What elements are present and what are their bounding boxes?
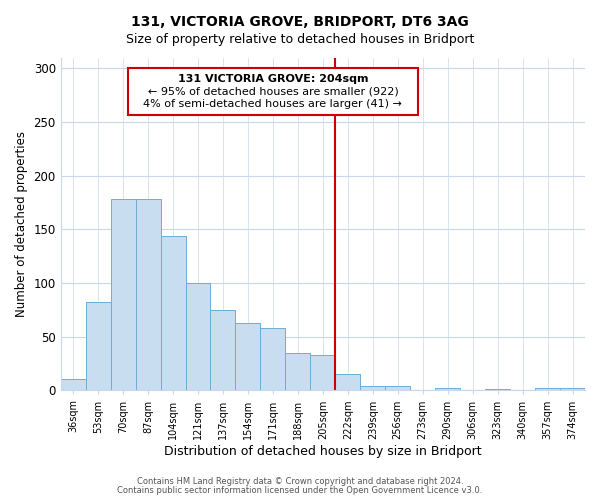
Text: 131 VICTORIA GROVE: 204sqm: 131 VICTORIA GROVE: 204sqm [178, 74, 368, 84]
X-axis label: Distribution of detached houses by size in Bridport: Distribution of detached houses by size … [164, 444, 482, 458]
Y-axis label: Number of detached properties: Number of detached properties [15, 131, 28, 317]
Text: 4% of semi-detached houses are larger (41) →: 4% of semi-detached houses are larger (4… [143, 100, 403, 110]
Bar [211, 310, 235, 390]
Bar [310, 355, 335, 390]
Bar [435, 388, 460, 390]
Bar [385, 386, 410, 390]
FancyBboxPatch shape [128, 68, 418, 116]
Bar [260, 328, 286, 390]
Bar [136, 200, 161, 390]
Bar [110, 200, 136, 390]
Bar [61, 378, 86, 390]
Bar [235, 323, 260, 390]
Bar [535, 388, 560, 390]
Bar [185, 283, 211, 391]
Text: Contains HM Land Registry data © Crown copyright and database right 2024.: Contains HM Land Registry data © Crown c… [137, 477, 463, 486]
Bar [161, 236, 185, 390]
Bar [335, 374, 360, 390]
Text: 131, VICTORIA GROVE, BRIDPORT, DT6 3AG: 131, VICTORIA GROVE, BRIDPORT, DT6 3AG [131, 15, 469, 29]
Bar [286, 353, 310, 391]
Bar [86, 302, 110, 390]
Text: ← 95% of detached houses are smaller (922): ← 95% of detached houses are smaller (92… [148, 86, 398, 97]
Text: Contains public sector information licensed under the Open Government Licence v3: Contains public sector information licen… [118, 486, 482, 495]
Bar [560, 388, 585, 390]
Bar [360, 386, 385, 390]
Text: Size of property relative to detached houses in Bridport: Size of property relative to detached ho… [126, 32, 474, 46]
